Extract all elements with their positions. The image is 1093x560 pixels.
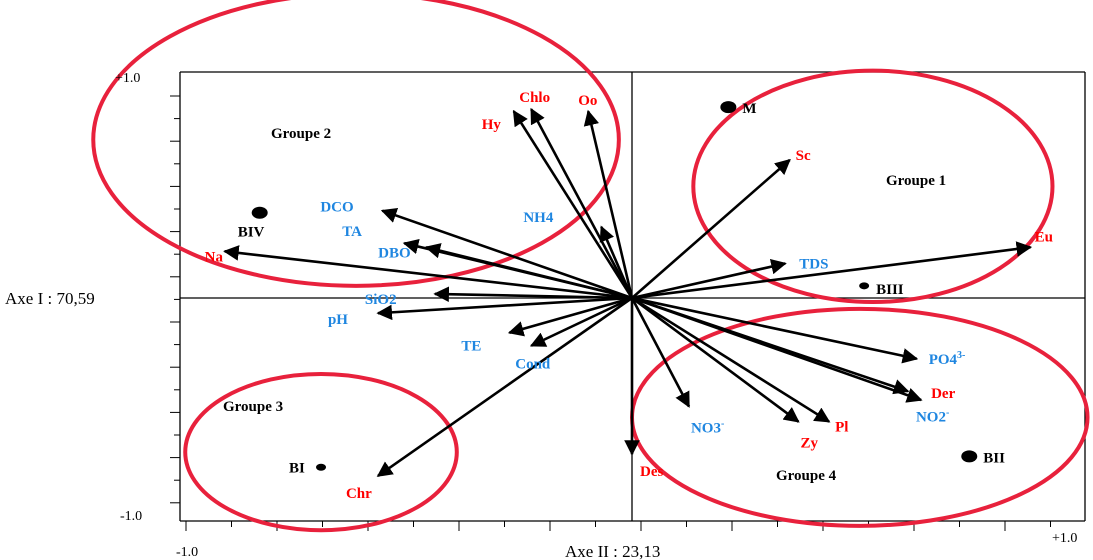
site-point-biv — [251, 206, 268, 219]
site-label-biii: BIII — [876, 282, 904, 298]
y-tick-max: +1.0 — [115, 71, 140, 86]
group-label: Groupe 3 — [223, 399, 283, 415]
site-point-bi — [316, 463, 327, 471]
variable-label-der: Der — [931, 386, 955, 402]
vector-arrow-na — [223, 245, 633, 300]
variable-label-pl: Pl — [835, 420, 848, 436]
vector-arrow-dbo — [424, 243, 633, 300]
variable-label-ph: pH — [328, 312, 348, 328]
site-label-biv: BIV — [238, 225, 265, 241]
vector-arrow-zy — [631, 296, 800, 423]
vector-arrow-nh4 — [599, 225, 634, 299]
vector-arrow-chr — [376, 296, 633, 478]
variable-label-chlo: Chlo — [519, 90, 550, 106]
group-ellipse-3 — [183, 371, 459, 533]
variable-label-cond: Cond — [515, 357, 551, 373]
variable-label-des: Des — [640, 464, 663, 480]
variable-label-eu: Eu — [1035, 229, 1053, 245]
group-ellipse-2 — [91, 0, 621, 288]
vector-arrow-no2 — [631, 296, 910, 395]
site-label-m: M — [742, 101, 756, 117]
variable-label-sc: Sc — [796, 148, 811, 164]
vector-arrow-te — [507, 296, 633, 337]
vector-arrow-no3 — [630, 297, 691, 408]
variable-label-hy: Hy — [482, 117, 502, 133]
site-label-bi: BI — [289, 460, 305, 476]
y-axis-label: Axe I : 70,59 — [5, 289, 95, 308]
site-point-bii — [961, 450, 978, 463]
vector-arrow-sc — [631, 158, 791, 299]
group-ellipse-1 — [691, 68, 1055, 305]
vector-arrow-dco — [380, 207, 633, 300]
variable-label-dbo: DBO — [378, 245, 411, 261]
site-label-bii: BII — [983, 450, 1005, 466]
variable-label-sio2: SiO2 — [365, 292, 397, 308]
vector-arrow-pl — [631, 296, 831, 423]
vector-arrow-hy — [512, 109, 634, 299]
vector-arrow-tds — [631, 258, 787, 300]
vector-arrow-oo — [583, 109, 634, 299]
x-tick-min: -1.0 — [176, 545, 198, 560]
vector-arrow-cond — [529, 296, 633, 347]
variable-label-no3: NO3- — [691, 419, 724, 437]
variable-label-na: Na — [205, 249, 224, 265]
variable-label-oo: Oo — [578, 93, 597, 109]
variable-label-nh4: NH4 — [523, 210, 554, 226]
vector-arrow-chlo — [530, 107, 634, 299]
x-axis-label: Axe II : 23,13 — [565, 542, 660, 560]
site-point-biii — [859, 282, 870, 290]
vector-arrow-sio2 — [433, 286, 633, 303]
variable-label-zy: Zy — [800, 436, 818, 452]
vector-arrow-ph — [376, 296, 633, 321]
x-tick-max: +1.0 — [1052, 531, 1077, 546]
site-point-m — [720, 101, 737, 114]
variable-label-ta: TA — [342, 224, 362, 240]
variable-label-te: TE — [461, 339, 481, 355]
variable-label-no2: NO2- — [916, 407, 949, 425]
vector-arrow-eu — [631, 241, 1033, 300]
group-label: Groupe 1 — [886, 173, 946, 189]
y-tick-min: -1.0 — [120, 509, 142, 524]
variable-label-tds: TDS — [799, 256, 828, 272]
group-label: Groupe 2 — [271, 126, 331, 142]
variable-label-chr: Chr — [346, 486, 372, 502]
variable-label-dco: DCO — [320, 200, 353, 216]
group-label: Groupe 4 — [776, 468, 837, 484]
variable-label-po4: PO43- — [929, 350, 966, 368]
vector-arrow-po4 — [631, 296, 919, 364]
